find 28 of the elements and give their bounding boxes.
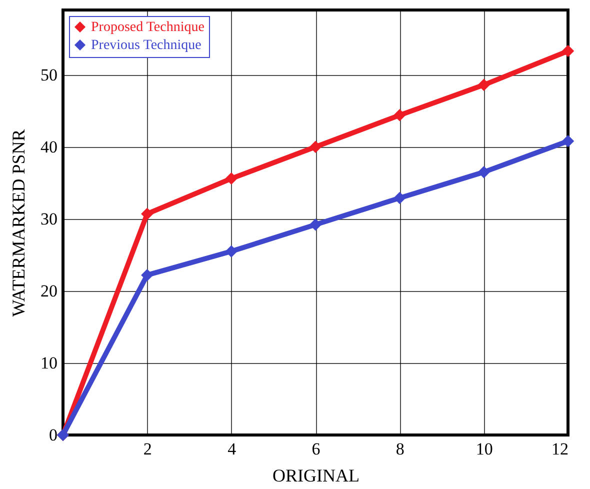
point [562,44,574,58]
point [478,166,490,178]
point [141,268,154,282]
x-tick-label: 12 [552,440,568,458]
point [309,140,322,153]
y-tick-label: 0 [49,426,58,444]
point [225,245,238,258]
x-tick-label: 2 [143,440,152,458]
point [225,172,238,185]
legend-label: Proposed Technique [91,20,204,35]
x-axis-title: ORIGINAL [272,466,360,486]
point [309,218,322,231]
y-tick-label: 10 [40,353,58,372]
point [394,109,406,122]
legend-label: Previous Technique [91,38,202,53]
point [562,134,574,148]
x-tick-label: 8 [396,440,404,458]
y-tick-label: 20 [40,281,58,300]
point [141,208,154,220]
x-tick-label: 6 [312,440,320,458]
point [478,78,490,92]
point [394,192,406,204]
y-tick-label: 50 [40,65,58,84]
y-tick-label: 30 [40,209,58,228]
y-tick-label: 40 [40,137,58,156]
y-axis-title: WATERMARKED PSNR [8,129,28,317]
x-tick-label: 4 [228,440,237,458]
x-tick-label: 10 [476,440,493,458]
